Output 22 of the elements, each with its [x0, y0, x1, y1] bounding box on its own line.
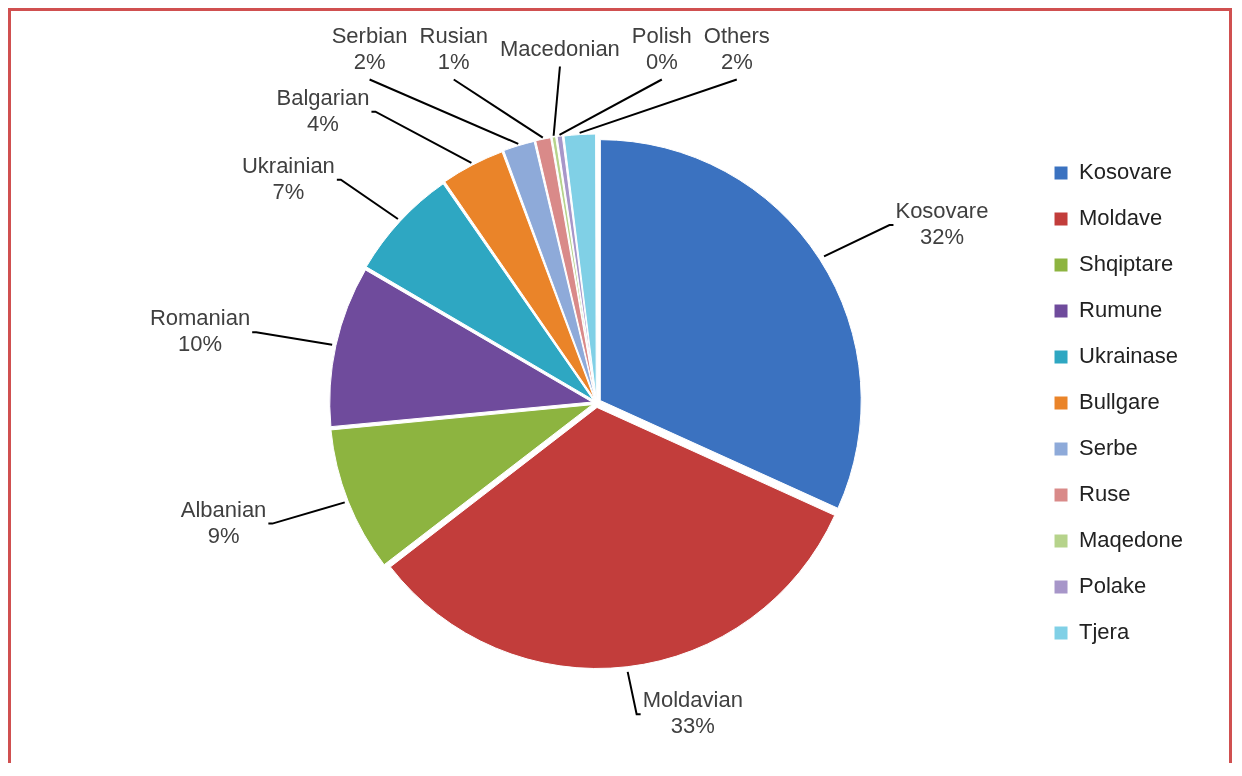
- data-label: Moldavian 33%: [642, 687, 743, 739]
- data-label: Macedonian: [499, 35, 620, 61]
- data-label: Balgarian 4%: [276, 84, 370, 136]
- legend-label: Polake: [1079, 573, 1147, 599]
- legend-label: Ukrainase: [1079, 343, 1179, 369]
- data-label: Serbian 2%: [331, 22, 408, 74]
- legend-label: Kosovare: [1079, 159, 1172, 185]
- data-label: Rusian 1%: [419, 22, 488, 74]
- legend-label: Bullgare: [1079, 389, 1160, 415]
- legend-label: Tjera: [1079, 619, 1130, 645]
- legend-label: Maqedone: [1079, 527, 1184, 553]
- data-label: Albanian 9%: [180, 496, 267, 548]
- data-label: Polish 0%: [631, 22, 692, 74]
- data-label: Kosovare 32%: [895, 198, 989, 250]
- legend-label: Serbe: [1079, 435, 1138, 461]
- legend-label: Ruse: [1079, 481, 1131, 507]
- data-label: Ukrainian 7%: [241, 152, 335, 204]
- data-label: Romanian 10%: [149, 305, 251, 357]
- data-label: Others 2%: [703, 22, 770, 74]
- legend-label: Rumune: [1079, 297, 1163, 323]
- legend-label: Moldave: [1079, 205, 1163, 231]
- legend-label: Shqiptare: [1079, 251, 1174, 277]
